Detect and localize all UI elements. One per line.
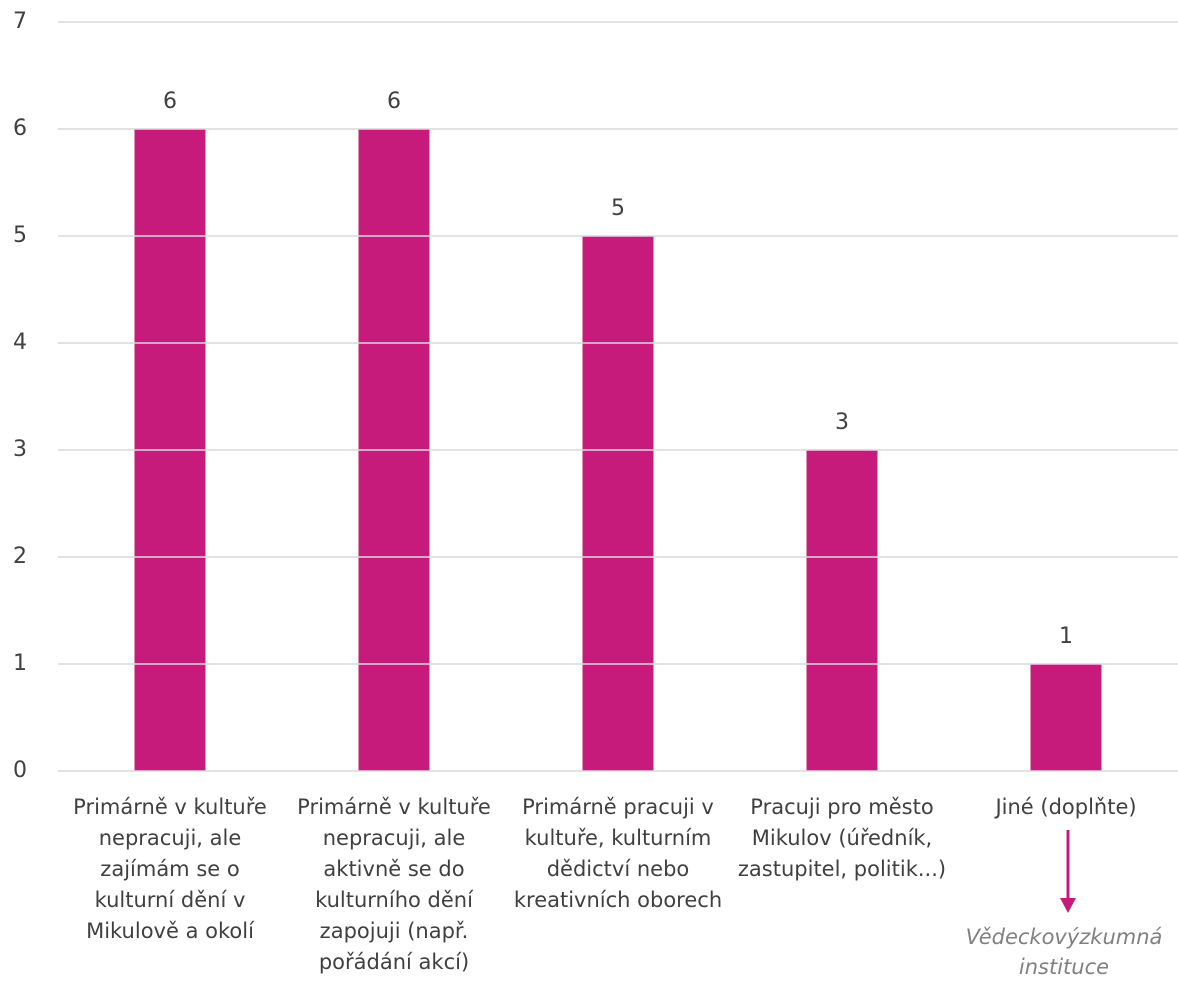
bar (806, 450, 878, 771)
data-label: 6 (163, 89, 177, 114)
y-tick-label: 0 (13, 758, 27, 783)
data-label: 1 (1059, 624, 1073, 649)
y-tick-label: 1 (13, 651, 27, 676)
x-tick-label: Primárně pracuji v kultuře, kulturním dě… (513, 795, 723, 912)
y-tick-label: 4 (13, 330, 27, 355)
annotation-arrowhead (1060, 898, 1076, 913)
x-tick-label: Primárně v kultuře nepracuji, ale zajímá… (73, 795, 267, 943)
x-tick-label: Primárně v kultuře nepracuji, ale aktivn… (297, 795, 491, 974)
y-tick-label: 3 (13, 437, 27, 462)
y-tick-label: 2 (13, 544, 27, 569)
data-label: 6 (387, 89, 401, 114)
data-label: 3 (835, 410, 849, 435)
x-tick-label: Pracuji pro město Mikulov (úředník, zast… (737, 795, 947, 881)
bar (1030, 664, 1102, 771)
y-tick-label: 6 (13, 116, 27, 141)
bar (582, 236, 654, 771)
annotation: Vědeckovýzkumná instituce (965, 925, 1163, 979)
y-tick-label: 7 (13, 9, 27, 34)
x-tick-label: Jiné (doplňte) (995, 795, 1137, 819)
y-tick-label: 5 (13, 223, 27, 248)
data-label: 5 (611, 196, 625, 221)
